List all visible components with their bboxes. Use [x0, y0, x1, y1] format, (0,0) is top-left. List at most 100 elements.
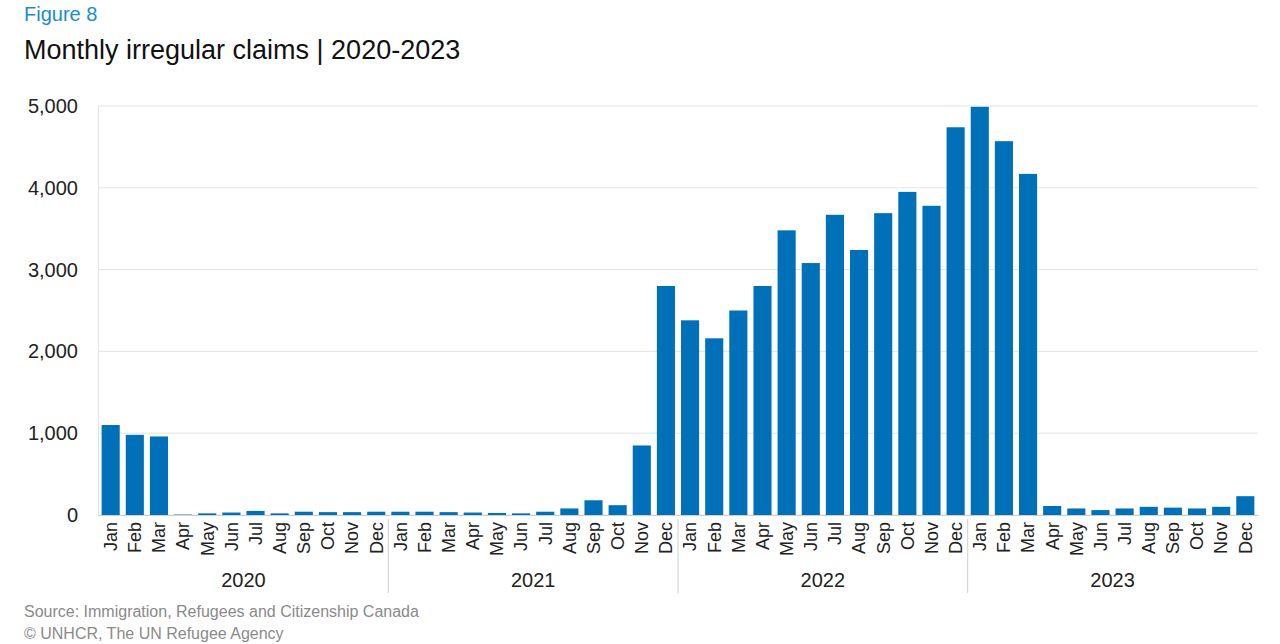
x-tick-label: Jun — [511, 522, 531, 551]
bar — [1236, 496, 1254, 515]
bar — [802, 263, 820, 515]
x-tick-label: May — [487, 522, 507, 556]
x-tick-label: Nov — [922, 522, 942, 554]
bar — [415, 512, 433, 515]
x-tick: Oct — [608, 515, 628, 550]
x-tick: Jun — [222, 515, 242, 551]
x-tick: Nov — [922, 515, 942, 554]
bar — [1091, 510, 1109, 515]
bar — [874, 213, 892, 515]
bar — [1116, 508, 1134, 515]
x-tick-label: Jun — [1091, 522, 1111, 551]
bar — [343, 512, 361, 515]
x-tick-label: Oct — [318, 522, 338, 550]
x-tick: Dec — [946, 515, 966, 554]
bar — [584, 500, 602, 515]
bar — [536, 512, 554, 515]
x-tick: Mar — [439, 515, 459, 553]
x-tick-label: Aug — [1139, 522, 1159, 554]
x-tick-label: Jun — [222, 522, 242, 551]
x-tick: Jul — [1115, 515, 1135, 545]
x-tick-label: Mar — [149, 522, 169, 553]
year-separator — [678, 519, 679, 593]
x-tick-label: Mar — [439, 522, 459, 553]
bar — [1212, 507, 1230, 515]
bar — [295, 512, 313, 515]
grid-line — [98, 187, 1258, 188]
bar — [947, 127, 965, 515]
x-tick-label: Dec — [946, 522, 966, 554]
bar — [560, 508, 578, 515]
x-tick-label: Jan — [680, 522, 700, 551]
x-tick-label: Aug — [560, 522, 580, 554]
bar — [126, 435, 144, 515]
x-tick-label: May — [777, 522, 797, 556]
grid-line — [98, 433, 1258, 434]
figure-label: Figure 8 — [24, 3, 97, 25]
x-tick-label: Aug — [849, 522, 869, 554]
x-tick-label: May — [1067, 522, 1087, 556]
x-tick-label: Jan — [101, 522, 121, 551]
bar — [850, 250, 868, 515]
x-tick-label: Nov — [1211, 522, 1231, 554]
x-tick: Jun — [511, 515, 531, 551]
x-tick: Apr — [463, 515, 483, 550]
x-tick: Nov — [632, 515, 652, 554]
x-tick-label: Jul — [825, 522, 845, 545]
x-tick: Feb — [705, 515, 725, 553]
x-tick: Jun — [1091, 515, 1111, 551]
x-tick: Oct — [898, 515, 918, 550]
grid-line — [98, 351, 1258, 352]
x-tick-label: Jan — [970, 522, 990, 551]
x-tick-label: Feb — [125, 522, 145, 553]
x-tick-label: Dec — [1236, 522, 1256, 554]
x-tick-label: Mar — [1018, 522, 1038, 553]
bar — [488, 513, 506, 515]
bar — [222, 513, 240, 515]
x-tick: Mar — [149, 515, 169, 553]
x-tick: Aug — [560, 515, 580, 554]
year-label: 2021 — [511, 569, 556, 591]
bar — [609, 505, 627, 515]
x-tick: May — [777, 515, 797, 556]
x-tick: Dec — [1236, 515, 1256, 554]
y-tick-label: 4,000 — [28, 177, 78, 199]
x-tick: Jul — [825, 515, 845, 545]
bar — [150, 436, 168, 515]
x-tick: Sep — [874, 515, 894, 554]
bar — [271, 513, 289, 515]
x-tick: Aug — [270, 515, 290, 554]
x-tick: Feb — [125, 515, 145, 553]
bar — [198, 513, 216, 515]
y-tick-label: 3,000 — [28, 259, 78, 281]
x-tick: Mar — [1018, 515, 1038, 553]
x-tick: Jan — [101, 515, 121, 551]
bar — [1067, 508, 1085, 515]
year-separator — [388, 519, 389, 593]
bar — [681, 320, 699, 515]
x-tick-label: Jun — [801, 522, 821, 551]
y-axis-line — [98, 107, 99, 516]
bar — [1043, 506, 1061, 515]
bar — [1188, 508, 1206, 515]
x-tick: May — [1067, 515, 1087, 556]
x-tick-label: Mar — [729, 522, 749, 553]
x-tick: Jan — [680, 515, 700, 551]
x-tick: Feb — [415, 515, 435, 553]
bar — [898, 192, 916, 515]
bar — [1140, 507, 1158, 515]
y-tick: 0 — [67, 504, 98, 526]
x-tick-label: Apr — [463, 522, 483, 550]
bar — [633, 445, 651, 515]
x-tick-label: Dec — [367, 522, 387, 554]
y-tick: 5,000 — [28, 95, 98, 117]
x-tick-label: Feb — [994, 522, 1014, 553]
credit-note: © UNHCR, The UN Refugee Agency — [24, 625, 284, 642]
grid-line — [98, 106, 1258, 107]
bar — [826, 215, 844, 515]
y-tick: 4,000 — [28, 177, 98, 199]
x-tick-label: Feb — [705, 522, 725, 553]
y-tick-label: 2,000 — [28, 340, 78, 362]
x-tick-label: Aug — [270, 522, 290, 554]
bars — [102, 107, 1255, 515]
